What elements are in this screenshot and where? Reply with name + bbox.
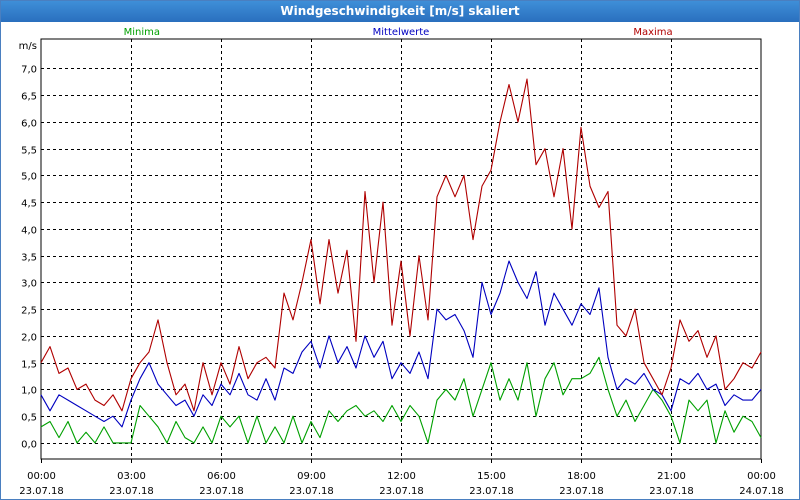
- x-tick-date-label: 23.07.18: [469, 486, 514, 497]
- legend-entry: Minima: [124, 27, 160, 38]
- x-tick-time-label: 03:00: [117, 471, 146, 482]
- series-line-minima: [40, 356, 762, 444]
- y-tick-label: 5,5: [21, 146, 37, 157]
- x-tick-time-label: 21:00: [657, 471, 686, 482]
- x-tick-date-label: 23.07.18: [199, 486, 244, 497]
- x-tick-time-label: 18:00: [567, 471, 596, 482]
- y-tick-label: 4,5: [21, 199, 37, 210]
- x-tick-date-label: 23.07.18: [109, 486, 154, 497]
- series-line-mittelwerte: [40, 260, 762, 428]
- y-tick-label: 5,0: [21, 172, 37, 183]
- x-tick-date-label: 23.07.18: [289, 486, 334, 497]
- series-line-maxima: [40, 78, 762, 412]
- y-tick-label: 3,5: [21, 253, 37, 264]
- legend-entry: Mittelwerte: [373, 27, 430, 38]
- y-tick-label: 7,0: [21, 65, 37, 76]
- legend-entry: Maxima: [633, 27, 672, 38]
- x-tick-date-label: 23.07.18: [19, 486, 64, 497]
- y-tick-label: 1,0: [21, 386, 37, 397]
- y-tick-label: 4,0: [21, 226, 37, 237]
- x-tick-date-label: 24.07.18: [739, 486, 784, 497]
- x-tick-time-label: 00:00: [27, 471, 56, 482]
- x-tick-time-label: 12:00: [387, 471, 416, 482]
- x-tick-date-label: 23.07.18: [649, 486, 694, 497]
- y-tick-label: 6,5: [21, 92, 37, 103]
- chart-title: Windgeschwindigkeit [m/s] skaliert: [1, 1, 799, 22]
- y-tick-label: 1,5: [21, 360, 37, 371]
- y-tick-label: 2,0: [21, 333, 37, 344]
- y-tick-label: 0,0: [21, 440, 37, 451]
- x-tick-time-label: 00:00: [747, 471, 776, 482]
- x-tick-time-label: 09:00: [297, 471, 326, 482]
- y-tick-label: 0,5: [21, 413, 37, 424]
- x-tick-date-label: 23.07.18: [379, 486, 424, 497]
- y-tick-label: 6,0: [21, 119, 37, 130]
- y-tick-label: 2,5: [21, 306, 37, 317]
- y-axis-label: m/s: [19, 41, 37, 52]
- y-tick-label: 3,0: [21, 279, 37, 290]
- x-tick-date-label: 23.07.18: [559, 486, 604, 497]
- x-tick-time-label: 15:00: [477, 471, 506, 482]
- x-tick-time-label: 06:00: [207, 471, 236, 482]
